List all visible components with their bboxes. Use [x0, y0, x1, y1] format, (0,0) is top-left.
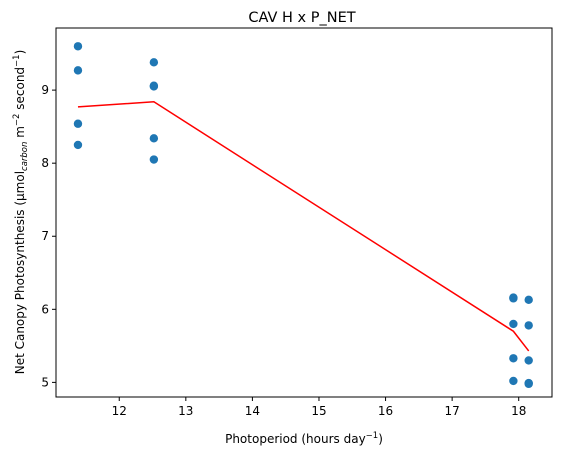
data-point [524, 380, 532, 388]
y-tick-label: 6 [41, 302, 49, 316]
y-axis-label: Net Canopy Photosynthesis (μmolcarbon m−… [12, 50, 30, 375]
plot-area [74, 42, 533, 388]
x-tick-label: 13 [178, 404, 193, 418]
data-point [150, 82, 158, 90]
data-point [150, 58, 158, 66]
y-tick-label: 9 [41, 83, 49, 97]
data-point [74, 66, 82, 74]
data-point [509, 294, 517, 302]
y-axis: 5 6 7 8 9 [41, 83, 56, 389]
data-point [509, 320, 517, 328]
x-tick-label: 16 [378, 404, 393, 418]
chart-title: CAV H x P_NET [248, 10, 355, 26]
x-axis-label: Photoperiod (hours day−1) [225, 431, 383, 446]
x-tick-label: 15 [311, 404, 326, 418]
data-point [150, 155, 158, 163]
data-point [74, 42, 82, 50]
x-tick-label: 12 [112, 404, 127, 418]
data-point [150, 134, 158, 142]
plot-frame [56, 28, 552, 397]
data-point [524, 356, 532, 364]
y-tick-label: 8 [41, 156, 49, 170]
data-point [524, 296, 532, 304]
x-tick-label: 14 [245, 404, 260, 418]
y-tick-label: 7 [41, 229, 49, 243]
data-point [524, 321, 532, 329]
data-point [74, 120, 82, 128]
y-tick-label: 5 [41, 375, 49, 389]
data-point [74, 141, 82, 149]
x-axis: 12 13 14 15 16 17 18 [112, 397, 527, 418]
x-tick-label: 18 [511, 404, 526, 418]
data-point [509, 377, 517, 385]
trend-line [78, 102, 529, 351]
x-tick-label: 17 [444, 404, 459, 418]
data-point [509, 354, 517, 362]
